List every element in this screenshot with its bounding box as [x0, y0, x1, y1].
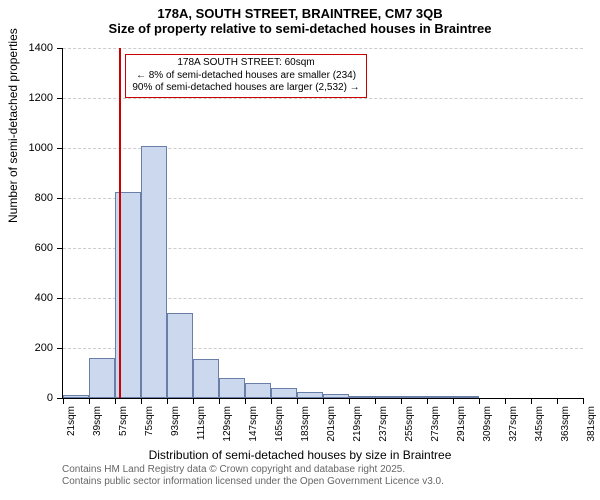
reference-note-box: 178A SOUTH STREET: 60sqm← 8% of semi-det… [125, 54, 366, 98]
x-tick-label: 327sqm [508, 406, 519, 442]
histogram-bar [297, 392, 323, 398]
x-tick [245, 398, 246, 404]
footer-line-2: Contains public sector information licen… [62, 476, 444, 488]
x-tick-label: 165sqm [274, 406, 285, 442]
histogram-bar [401, 396, 427, 398]
y-axis-label: Number of semi-detached properties [6, 28, 20, 223]
histogram-bar [219, 378, 245, 398]
histogram-bar [349, 396, 375, 398]
y-tick [57, 298, 63, 299]
x-tick-label: 129sqm [222, 406, 233, 442]
x-tick [193, 398, 194, 404]
chart-subtitle: Size of property relative to semi-detach… [0, 21, 600, 36]
x-tick-label: 219sqm [352, 406, 363, 442]
x-tick-label: 21sqm [66, 406, 77, 436]
grid-line [63, 98, 583, 99]
x-tick [583, 398, 584, 404]
reference-note-line: 178A SOUTH STREET: 60sqm [132, 57, 359, 70]
x-axis-label: Distribution of semi-detached houses by … [0, 448, 600, 462]
x-tick-label: 237sqm [378, 406, 389, 442]
x-tick [479, 398, 480, 404]
histogram-bar [63, 395, 89, 398]
x-tick-label: 39sqm [92, 406, 103, 436]
x-tick [401, 398, 402, 404]
y-tick [57, 348, 63, 349]
histogram-bar [89, 358, 115, 398]
x-tick [505, 398, 506, 404]
title-block: 178A, SOUTH STREET, BRAINTREE, CM7 3QB S… [0, 0, 600, 36]
reference-line [119, 48, 121, 398]
y-tick-label: 0 [47, 392, 53, 404]
x-tick [89, 398, 90, 404]
footer-attribution: Contains HM Land Registry data © Crown c… [62, 464, 444, 488]
reference-note-line: ← 8% of semi-detached houses are smaller… [132, 70, 359, 83]
y-tick-label: 1400 [29, 42, 53, 54]
y-tick [57, 48, 63, 49]
x-tick [531, 398, 532, 404]
x-tick-label: 75sqm [144, 406, 155, 436]
x-tick-label: 273sqm [430, 406, 441, 442]
y-tick [57, 198, 63, 199]
x-tick [115, 398, 116, 404]
x-tick [349, 398, 350, 404]
y-tick-label: 200 [35, 342, 53, 354]
x-tick-label: 363sqm [560, 406, 571, 442]
x-tick-label: 111sqm [196, 406, 207, 440]
x-tick-label: 93sqm [170, 406, 181, 436]
y-tick-label: 400 [35, 292, 53, 304]
x-tick [375, 398, 376, 404]
x-tick-label: 147sqm [248, 406, 259, 442]
histogram-bar [427, 396, 453, 398]
y-tick [57, 248, 63, 249]
x-tick [141, 398, 142, 404]
x-tick [557, 398, 558, 404]
x-tick-label: 57sqm [118, 406, 129, 436]
footer-line-1: Contains HM Land Registry data © Crown c… [62, 464, 444, 476]
y-tick-label: 1000 [29, 142, 53, 154]
histogram-bar [167, 313, 193, 398]
y-tick [57, 98, 63, 99]
y-axis-label-text: Number of semi-detached properties [6, 28, 20, 223]
x-tick [323, 398, 324, 404]
histogram-bar [141, 146, 167, 399]
x-tick [63, 398, 64, 404]
x-tick [453, 398, 454, 404]
x-tick [297, 398, 298, 404]
x-tick [167, 398, 168, 404]
x-tick-label: 381sqm [586, 406, 597, 442]
x-tick-label: 183sqm [300, 406, 311, 442]
x-tick [271, 398, 272, 404]
x-tick-label: 291sqm [456, 406, 467, 442]
grid-line [63, 48, 583, 49]
histogram-bar [323, 394, 349, 398]
y-tick-label: 600 [35, 242, 53, 254]
y-tick-label: 800 [35, 192, 53, 204]
x-tick-label: 201sqm [326, 406, 337, 442]
histogram-bar [271, 388, 297, 398]
plot-area: 020040060080010001200140021sqm39sqm57sqm… [62, 48, 583, 399]
histogram-bar [453, 396, 479, 398]
reference-note-line: 90% of semi-detached houses are larger (… [132, 82, 359, 95]
x-tick-label: 255sqm [404, 406, 415, 442]
histogram-bar [245, 383, 271, 398]
y-tick-label: 1200 [29, 92, 53, 104]
chart-title: 178A, SOUTH STREET, BRAINTREE, CM7 3QB [0, 6, 600, 21]
y-tick [57, 148, 63, 149]
histogram-bar [375, 396, 401, 398]
x-axis-label-text: Distribution of semi-detached houses by … [149, 448, 452, 462]
histogram-bar [193, 359, 219, 398]
chart-container: 178A, SOUTH STREET, BRAINTREE, CM7 3QB S… [0, 0, 600, 500]
x-tick [427, 398, 428, 404]
x-tick [219, 398, 220, 404]
x-tick-label: 309sqm [482, 406, 493, 442]
x-tick-label: 345sqm [534, 406, 545, 442]
